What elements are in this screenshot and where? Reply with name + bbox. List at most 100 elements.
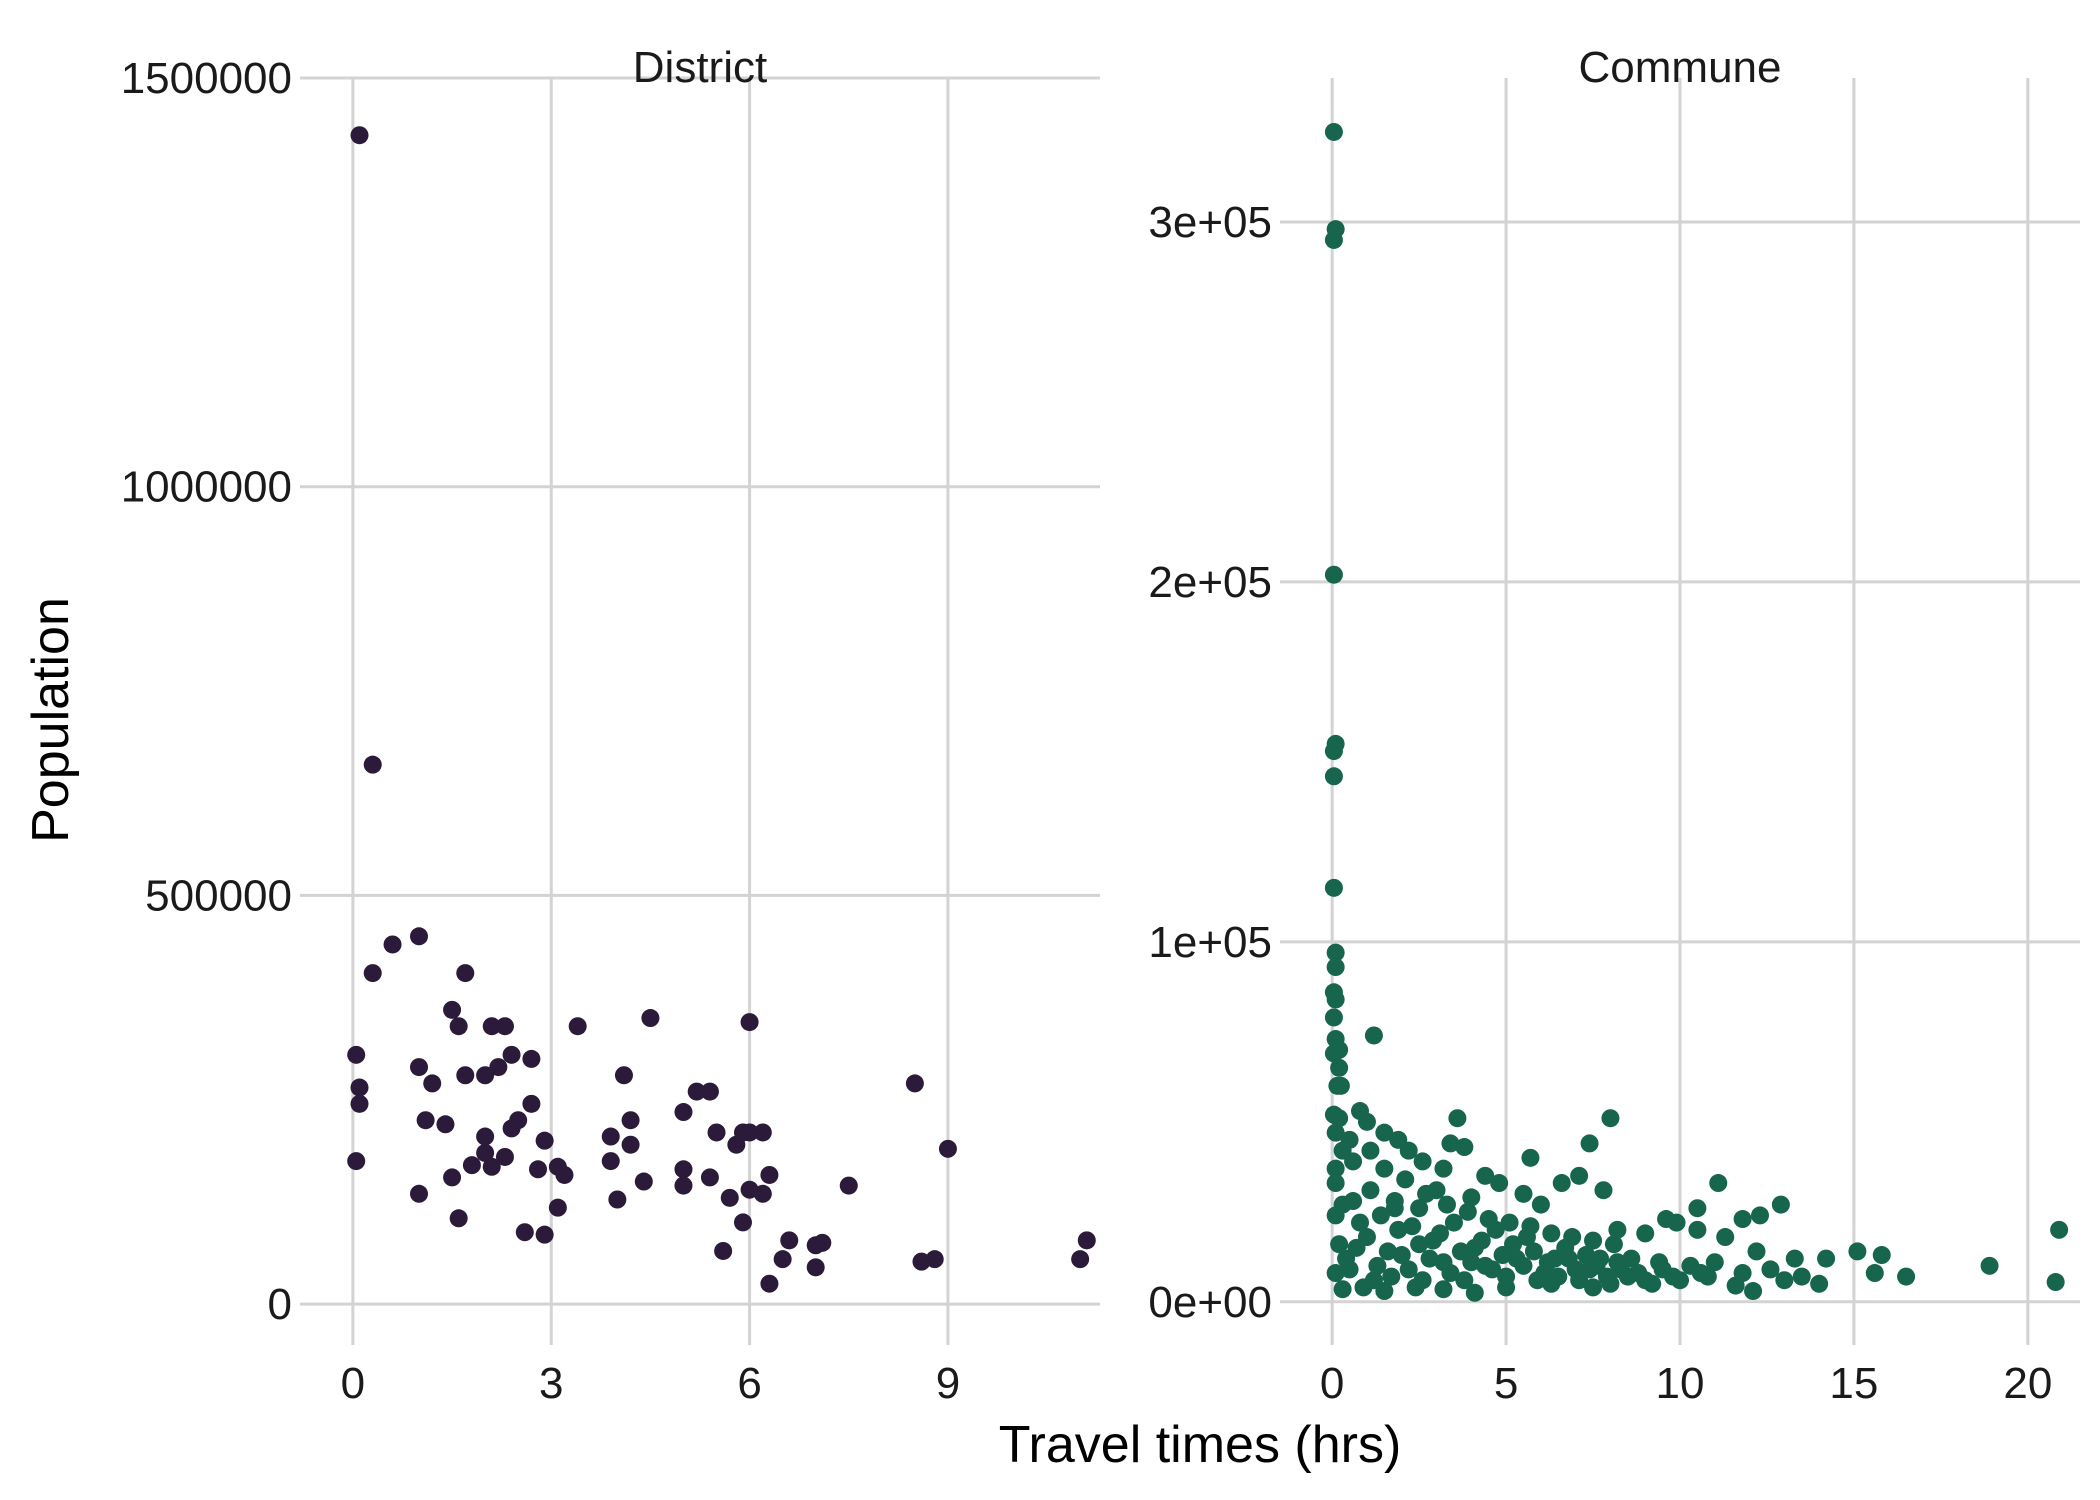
commune-data-point	[1330, 1058, 1349, 1077]
commune-data-point	[1333, 1280, 1352, 1299]
commune-data-point	[1413, 1152, 1432, 1171]
commune-data-point	[1897, 1267, 1916, 1286]
district-points	[347, 126, 1096, 1293]
commune-data-point	[1458, 1202, 1477, 1221]
district-data-point	[449, 1017, 468, 1036]
commune-data-point	[1330, 1109, 1349, 1128]
commune-data-point	[1340, 1260, 1359, 1279]
district-data-point	[410, 1058, 429, 1077]
district-data-point	[687, 1082, 706, 1101]
commune-data-point	[1448, 1109, 1467, 1128]
commune-data-point	[1344, 1192, 1363, 1211]
commune-data-point	[1324, 1044, 1343, 1063]
district-data-point	[423, 1074, 442, 1093]
commune-data-point	[1785, 1249, 1804, 1268]
commune-data-point	[1570, 1166, 1589, 1185]
commune-data-point	[1563, 1228, 1582, 1247]
commune-data-point	[1636, 1224, 1655, 1243]
commune-data-point	[1691, 1264, 1710, 1283]
commune-data-point	[1465, 1283, 1484, 1302]
district-data-point	[502, 1045, 521, 1064]
commune-data-point	[1733, 1264, 1752, 1283]
commune-data-point	[1559, 1249, 1578, 1268]
commune-data-point	[1591, 1249, 1609, 1268]
district-data-point	[753, 1184, 772, 1203]
commune-data-point	[1361, 1181, 1380, 1200]
commune-data-point	[1504, 1235, 1523, 1254]
commune-gridlines	[1280, 78, 2080, 1345]
commune-data-point	[1364, 1026, 1383, 1045]
commune-data-point	[1417, 1184, 1436, 1203]
commune-data-point	[1364, 1271, 1383, 1290]
commune-data-point	[1872, 1246, 1891, 1265]
commune-x-tick-labels: 0 5 10 15 20	[1320, 1359, 2052, 1408]
commune-data-point	[1326, 1123, 1345, 1142]
district-data-point	[621, 1135, 640, 1154]
district-data-point	[535, 1225, 554, 1244]
commune-data-point	[1324, 1008, 1343, 1027]
commune-data-point	[1326, 1264, 1345, 1283]
district-data-point	[773, 1250, 792, 1269]
commune-data-point	[1604, 1235, 1623, 1254]
district-data-point	[350, 1094, 369, 1113]
commune-data-point	[1622, 1249, 1641, 1268]
district-strip-title: District	[633, 43, 767, 92]
commune-data-point	[1608, 1220, 1627, 1239]
district-data-point	[416, 1111, 435, 1130]
panel-commune: 0e+00 1e+05 2e+05 3e+05 0 5 10 15 20 Commune	[1148, 43, 2080, 1408]
district-data-point	[674, 1103, 693, 1122]
district-data-point	[350, 126, 369, 145]
district-data-point	[733, 1213, 752, 1232]
district-data-point	[720, 1188, 739, 1207]
district-data-point	[449, 1209, 468, 1228]
commune-data-point	[1584, 1278, 1603, 1297]
commune-data-point	[1514, 1184, 1533, 1203]
commune-data-point	[2050, 1220, 2069, 1239]
district-data-point	[350, 1078, 369, 1097]
commune-data-point	[1507, 1249, 1526, 1268]
commune-data-point	[1650, 1253, 1669, 1272]
commune-data-point	[1490, 1174, 1509, 1193]
commune-x-tick-label: 10	[1656, 1359, 1705, 1408]
district-data-point	[502, 1119, 521, 1138]
commune-data-point	[1399, 1141, 1418, 1160]
commune-data-point	[1744, 1282, 1763, 1301]
commune-data-point	[1326, 1174, 1345, 1193]
district-data-point	[674, 1160, 693, 1179]
district-x-tick-label: 6	[737, 1359, 761, 1408]
district-x-tick-label: 0	[341, 1359, 365, 1408]
district-data-point	[495, 1017, 514, 1036]
commune-data-point	[1688, 1199, 1707, 1218]
district-data-point	[363, 755, 382, 774]
district-data-point	[700, 1082, 719, 1101]
district-data-point	[727, 1135, 746, 1154]
commune-data-point	[1385, 1199, 1404, 1218]
commune-y-tick-label: 2e+05	[1148, 558, 1272, 607]
district-data-point	[482, 1157, 501, 1176]
district-data-point	[515, 1223, 534, 1242]
district-data-point	[608, 1190, 627, 1209]
commune-x-tick-label: 5	[1494, 1359, 1518, 1408]
commune-data-point	[2046, 1273, 2065, 1292]
district-data-point	[760, 1274, 779, 1293]
district-data-point	[780, 1231, 799, 1250]
commune-y-tick-label: 3e+05	[1148, 198, 1272, 247]
commune-data-point	[1667, 1213, 1686, 1232]
district-data-point	[456, 964, 475, 983]
commune-data-point	[1462, 1188, 1481, 1207]
commune-data-point	[1326, 1159, 1345, 1178]
commune-data-point	[1420, 1249, 1439, 1268]
commune-data-point	[1528, 1271, 1547, 1290]
commune-data-point	[1375, 1159, 1394, 1178]
district-data-point	[443, 1168, 462, 1187]
commune-data-point	[1705, 1253, 1724, 1272]
commune-data-point	[1733, 1210, 1752, 1229]
commune-data-point	[1361, 1141, 1380, 1160]
district-data-point	[740, 1013, 759, 1032]
commune-data-point	[1688, 1220, 1707, 1239]
commune-data-point	[1664, 1267, 1683, 1286]
district-data-point	[1077, 1231, 1096, 1250]
commune-y-tick-label: 1e+05	[1148, 918, 1272, 967]
district-data-point	[839, 1176, 858, 1195]
